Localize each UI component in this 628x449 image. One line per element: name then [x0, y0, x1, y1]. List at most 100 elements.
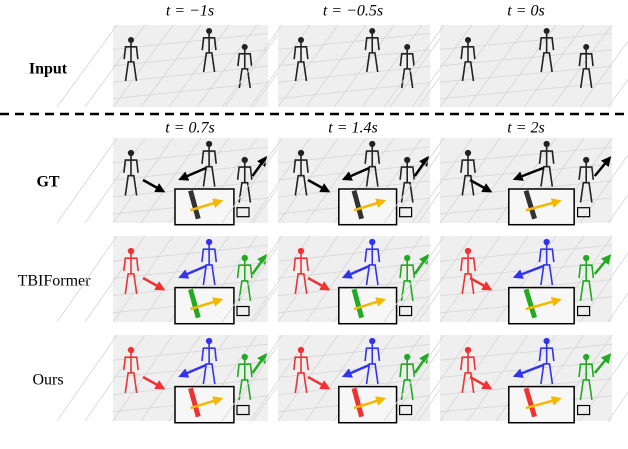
arrow [307, 375, 331, 390]
panel [383, 24, 628, 108]
grid [112, 24, 174, 108]
arrow [353, 297, 387, 311]
limb [540, 363, 554, 385]
grid [221, 24, 283, 108]
limb [124, 61, 138, 82]
grid [224, 137, 286, 224]
grid [56, 334, 118, 422]
limb [578, 53, 594, 67]
grid [607, 78, 628, 108]
head [297, 36, 305, 44]
limb [238, 280, 252, 302]
head [241, 43, 248, 51]
grid [305, 334, 367, 422]
head [241, 254, 248, 262]
head [205, 337, 213, 345]
inset-limb [351, 387, 365, 418]
limb [201, 248, 218, 263]
arrow [525, 297, 562, 311]
inset-src [236, 305, 250, 317]
limb [399, 53, 415, 67]
limb [124, 273, 138, 295]
inset-limb [351, 190, 365, 220]
arrow [353, 396, 387, 410]
time-label: t = 0.7s [165, 120, 214, 137]
arrow [413, 253, 429, 275]
inset-src [236, 207, 250, 218]
limb [236, 166, 253, 180]
limb [460, 257, 476, 272]
arrow [142, 178, 166, 193]
limb [293, 257, 309, 272]
head [127, 346, 135, 354]
head [543, 27, 550, 35]
grid [439, 24, 501, 108]
grid [607, 391, 628, 422]
limb [364, 150, 381, 164]
arrow [190, 297, 224, 311]
limb [540, 52, 553, 73]
limb [400, 280, 414, 302]
inset-limb [188, 288, 201, 319]
grid [84, 334, 146, 422]
inset-src [576, 404, 591, 416]
arrow [593, 156, 612, 177]
panel [383, 235, 628, 325]
inset-src [576, 305, 591, 317]
limb [399, 264, 416, 279]
arrow [469, 178, 493, 193]
arrow [190, 198, 224, 212]
limb [238, 68, 252, 89]
panel [383, 137, 628, 226]
limb [579, 379, 593, 401]
head [404, 156, 411, 164]
limb [538, 248, 555, 263]
inset-src [236, 404, 250, 416]
limb [578, 363, 595, 378]
limb [578, 264, 595, 279]
grid [411, 235, 473, 323]
time-label: t = 1.4s [328, 120, 377, 137]
limb [293, 46, 309, 60]
inset-limb [523, 387, 537, 418]
head [297, 346, 305, 354]
time-label: t = −0.5s [323, 3, 383, 20]
inset-limb [351, 288, 365, 319]
limb [399, 166, 416, 180]
limb [540, 165, 554, 187]
row-label: Ours [32, 372, 63, 389]
grid [112, 244, 269, 262]
grid [277, 82, 431, 99]
grid [56, 235, 118, 323]
inset [508, 286, 575, 325]
grid [140, 334, 202, 422]
grid [224, 24, 286, 108]
limb [460, 46, 476, 60]
limb [236, 363, 253, 378]
panel [383, 334, 628, 424]
limb [364, 347, 381, 362]
arrow [413, 352, 429, 374]
limb [460, 356, 476, 371]
head [297, 149, 305, 157]
arrow [178, 363, 207, 378]
grid [140, 24, 202, 108]
limb [579, 181, 593, 203]
arrow [178, 166, 207, 181]
limb [236, 264, 253, 279]
arrow [469, 375, 493, 390]
head [464, 149, 472, 157]
grid [383, 334, 445, 422]
limb [237, 53, 253, 67]
arrow [142, 375, 166, 390]
limb [201, 150, 217, 164]
limb [202, 363, 216, 385]
head [206, 27, 213, 35]
limb [202, 264, 216, 286]
head [543, 337, 550, 345]
head [464, 36, 472, 44]
head [543, 238, 550, 246]
grid [140, 235, 202, 323]
inset-src [399, 404, 413, 416]
